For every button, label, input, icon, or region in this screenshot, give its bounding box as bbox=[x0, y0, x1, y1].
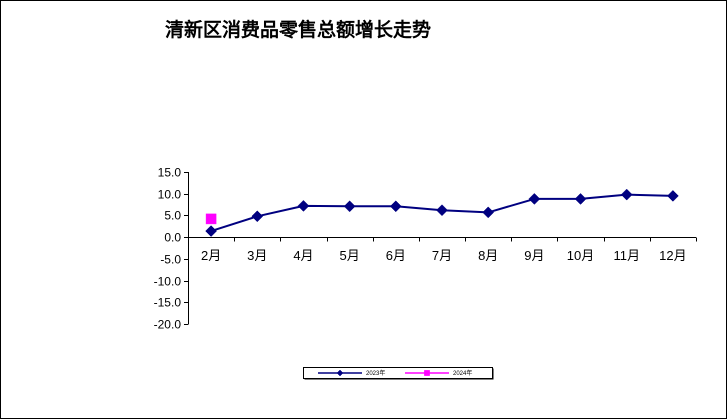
y-tick-label: 15.0 bbox=[158, 166, 182, 180]
x-tick-label: 10月 bbox=[567, 248, 594, 263]
legend-box bbox=[303, 367, 493, 379]
data-point-2023-6 bbox=[482, 206, 495, 219]
series-group bbox=[205, 188, 679, 237]
data-point-2023-1 bbox=[251, 210, 264, 223]
y-tick-label: 0.0 bbox=[164, 231, 181, 245]
x-tick-label: 7月 bbox=[432, 248, 452, 263]
data-point-2023-4 bbox=[389, 200, 402, 213]
legend-marker-2023 bbox=[336, 369, 344, 377]
x-tick-label: 6月 bbox=[386, 248, 406, 263]
y-tick-label: -20.0 bbox=[154, 318, 182, 332]
y-tick-label: -5.0 bbox=[160, 253, 181, 267]
data-point-2023-5 bbox=[436, 204, 448, 217]
data-point-2023-7 bbox=[528, 193, 541, 205]
chart-title: 清新区消费品零售总额增长走势 bbox=[165, 19, 432, 41]
x-tick-label: 8月 bbox=[478, 248, 498, 263]
x-tick-label: 2月 bbox=[201, 248, 221, 263]
x-tick-label: 12月 bbox=[659, 248, 686, 263]
data-point-2024-0 bbox=[205, 213, 217, 225]
data-point-2023-10 bbox=[667, 190, 679, 202]
axes-group: 15.0 10.0 5.0 0.0 -5.0 -10.0 -15.0 -20.0 2月 3月 4月 5… bbox=[154, 166, 697, 332]
legend-label-2024: 2024年 bbox=[453, 369, 472, 377]
x-tick-label: 11月 bbox=[613, 248, 640, 263]
data-point-2023-3 bbox=[343, 200, 356, 213]
y-tick-label: 10.0 bbox=[158, 188, 182, 202]
data-point-2023-9 bbox=[620, 188, 633, 201]
x-tick-label: 4月 bbox=[293, 248, 313, 263]
y-tick-label: 5.0 bbox=[164, 209, 181, 223]
y-tick-label: -15.0 bbox=[154, 296, 182, 310]
x-tick-label: 9月 bbox=[524, 248, 544, 263]
x-tick-label: 3月 bbox=[247, 248, 267, 263]
data-point-2023-2 bbox=[297, 200, 310, 212]
data-point-2023-0 bbox=[205, 225, 217, 237]
legend-marker-2024 bbox=[424, 370, 430, 376]
legend: 2023年 2024年 bbox=[303, 367, 494, 380]
x-tick-label: 5月 bbox=[340, 248, 360, 263]
legend-label-2023: 2023年 bbox=[366, 369, 385, 377]
data-point-2023-8 bbox=[574, 193, 587, 205]
y-tick-label: -10.0 bbox=[154, 275, 182, 289]
